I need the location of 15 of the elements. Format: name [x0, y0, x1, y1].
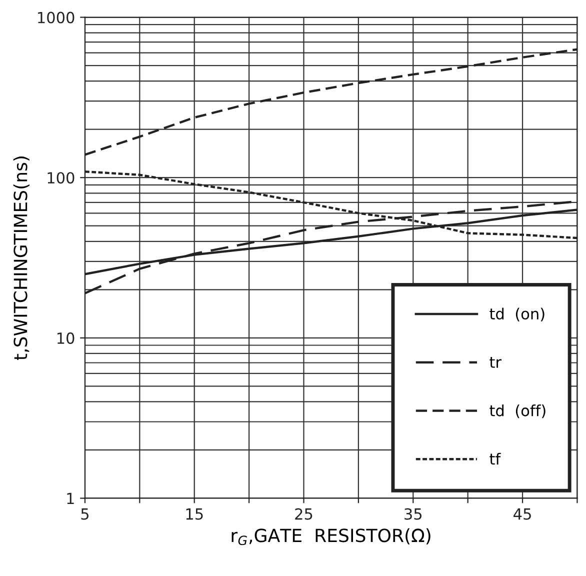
legend-label: td (on) — [490, 308, 544, 322]
x-tick-label: 25 — [295, 508, 312, 520]
x-tick-label: 5 — [81, 508, 88, 520]
legend-label: tf — [490, 452, 501, 465]
y-tick-label: 10 — [57, 332, 74, 344]
legend-label: td (off) — [490, 404, 546, 418]
x-tick-label: 45 — [514, 508, 531, 520]
legend-label: tr — [490, 356, 502, 368]
y-tick-label: 100 — [48, 172, 74, 184]
y-tick-label: 1 — [67, 492, 74, 504]
y-axis-title: t,SWITCHINGTIMES(ns) — [13, 156, 30, 360]
x-tick-label: 35 — [404, 508, 422, 520]
y-tick-label: 1000 — [38, 12, 74, 24]
x-axis-title: r$_{G}$,GATE RESISTOR(Ω) — [232, 528, 430, 546]
x-tick-label: 15 — [186, 508, 203, 520]
